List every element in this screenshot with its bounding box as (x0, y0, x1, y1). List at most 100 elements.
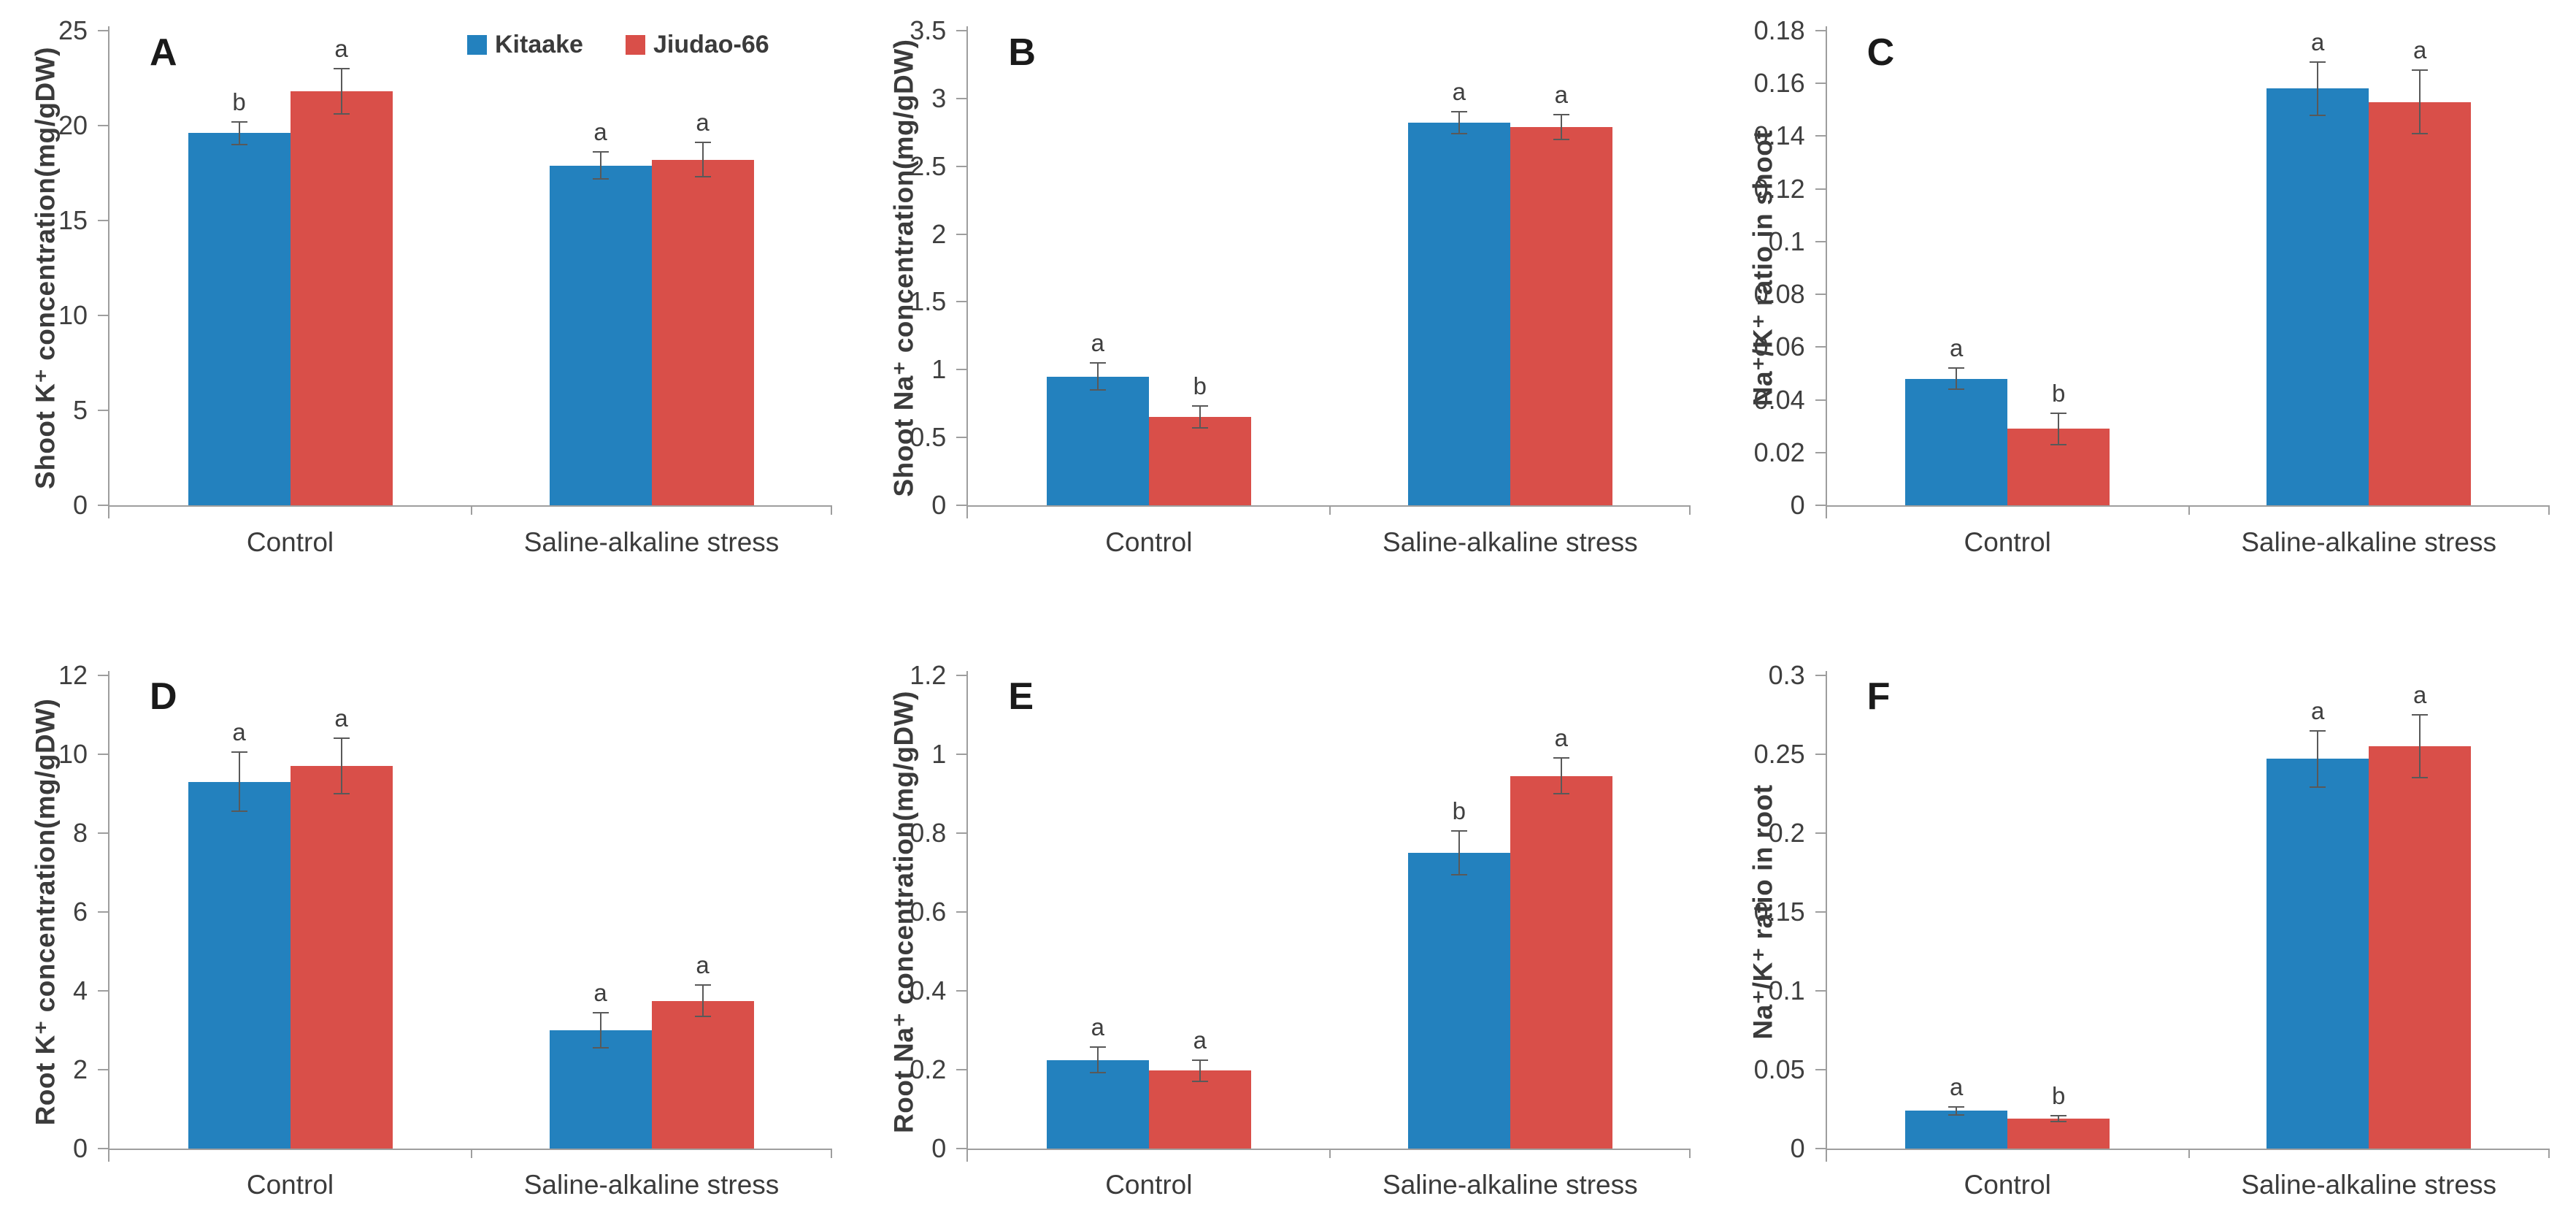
x-category-label: Control (1105, 1170, 1193, 1200)
y-axis-tick (1815, 1148, 1826, 1149)
x-category-label: Saline-alkaline stress (2241, 527, 2496, 557)
y-axis-tick (1815, 505, 1826, 506)
x-axis-tick (2548, 1149, 2550, 1158)
error-bar-cap-bottom (333, 113, 350, 115)
significance-letter: a (334, 705, 348, 732)
y-axis-tick (98, 125, 108, 126)
error-bar-cap-top (2412, 714, 2429, 716)
error-bar-cap-top (231, 120, 247, 123)
error-bar-cap-bottom (592, 177, 609, 180)
y-tick-label: 0.2 (1768, 818, 1805, 848)
x-axis-line (108, 1149, 832, 1150)
error-bar-line (1956, 368, 1958, 390)
y-axis-tick (1815, 30, 1826, 31)
x-category-label: Control (1964, 527, 2051, 557)
x-axis-tick (108, 505, 109, 515)
x-axis-tick (831, 505, 832, 515)
y-axis-tick (98, 990, 108, 992)
bar-Kitaake (1905, 1111, 2008, 1149)
y-tick-label: 0.08 (1753, 279, 1805, 310)
x-axis-line (108, 505, 832, 507)
significance-letter: a (1091, 329, 1104, 356)
error-bar-line (599, 1012, 601, 1049)
y-tick-label: 0.04 (1753, 384, 1805, 415)
y-tick-label: 0.1 (1768, 226, 1805, 256)
x-category-label: Control (1964, 1170, 2051, 1200)
y-axis-tick (98, 754, 108, 755)
y-tick-label: 0 (72, 1133, 88, 1163)
error-bar-line (1199, 406, 1201, 429)
error-bar-line (238, 121, 240, 145)
y-axis-tick (1815, 1069, 1826, 1070)
x-axis-tick (471, 505, 472, 515)
significance-letter: a (2310, 28, 2325, 56)
bar-Kitaake (2267, 759, 2369, 1149)
error-bar-cap-bottom (1191, 1080, 1208, 1082)
error-bar-line (2058, 413, 2060, 445)
bar-Jiudao-66 (1148, 1070, 1251, 1149)
y-tick-label: 0.18 (1753, 15, 1805, 45)
y-axis-tick (1815, 135, 1826, 137)
significance-letter: b (2051, 379, 2066, 407)
error-bar-cap-bottom (1450, 133, 1467, 135)
y-tick-label: 5 (72, 395, 88, 425)
error-bar-cap-bottom (2412, 777, 2429, 779)
error-bar-line (1096, 1046, 1099, 1073)
y-axis-tick (956, 505, 967, 506)
x-category-label: Saline-alkaline stress (1383, 1170, 1638, 1200)
error-bar-line (2419, 70, 2421, 134)
bar-Kitaake (549, 165, 652, 505)
error-bar-cap-bottom (1553, 793, 1569, 794)
y-tick-label: 0.25 (1753, 739, 1805, 769)
error-bar-line (2419, 715, 2421, 778)
x-axis-tick (966, 1149, 969, 1158)
y-tick-label: 2 (72, 1054, 88, 1084)
bar-Jiudao-66 (290, 91, 393, 505)
y-axis-tick (1815, 294, 1826, 296)
x-category-label: Saline-alkaline stress (2241, 1170, 2496, 1200)
bar-Kitaake (549, 1030, 652, 1149)
y-tick-label: 3.5 (910, 15, 947, 45)
significance-letter: a (593, 118, 607, 146)
y-axis-tick (98, 1148, 108, 1149)
y-axis-tick (98, 505, 108, 506)
y-axis-tick (956, 990, 967, 992)
error-bar-cap-top (333, 68, 350, 69)
y-axis-line (108, 26, 109, 518)
y-tick-label: 10 (58, 300, 88, 330)
y-tick-label: 0 (1790, 1133, 1805, 1163)
error-bar-cap-top (1191, 1059, 1208, 1061)
significance-letter: a (334, 35, 348, 62)
y-axis-tick (98, 1069, 108, 1070)
error-bar-cap-top (1553, 114, 1569, 116)
x-axis-line (966, 505, 1691, 507)
panel-letter-F: F (1866, 675, 1891, 718)
error-bar-line (1199, 1059, 1201, 1081)
error-bar-cap-top (694, 142, 711, 144)
x-axis-line (1825, 505, 2550, 507)
chart-panel-B: Shoot Na⁺ concentration(mg/gDW) 0 0.5 1 1.5 2… (858, 0, 1717, 608)
error-bar-cap-bottom (2412, 132, 2429, 134)
y-axis-tick (1815, 83, 1826, 85)
y-tick-label: 1 (931, 739, 947, 769)
error-bar-cap-bottom (1089, 389, 1106, 391)
bar-Jiudao-66 (651, 1000, 754, 1149)
legend-item: Jiudao-66 (625, 31, 769, 59)
error-bar-cap-bottom (694, 1016, 711, 1018)
legend-item: Kitaake (467, 31, 583, 59)
x-axis-tick (471, 1149, 472, 1158)
y-tick-label: 0.1 (1768, 976, 1805, 1005)
x-category-label: Control (246, 527, 334, 557)
error-bar-line (340, 738, 342, 794)
y-tick-label: 0 (1790, 490, 1805, 520)
error-bar-line (701, 984, 704, 1017)
error-bar-cap-top (1948, 367, 1965, 369)
significance-letter: a (1193, 1026, 1207, 1054)
y-axis-line (1825, 26, 1827, 518)
chart-panel-E: Root Na⁺ concentration(mg/gDW) 0 0.2 0.4 0.6… (858, 608, 1717, 1215)
bar-Jiudao-66 (2369, 746, 2472, 1149)
significance-letter: a (1091, 1013, 1104, 1040)
error-bar-cap-bottom (1948, 388, 1965, 391)
error-bar-line (2317, 62, 2319, 115)
